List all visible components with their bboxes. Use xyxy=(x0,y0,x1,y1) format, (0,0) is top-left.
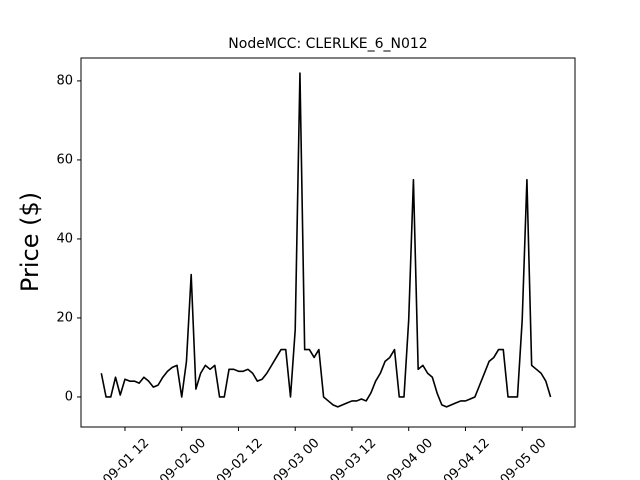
y-tick-label: 20 xyxy=(56,310,73,325)
x-tick-label: 09-04 12 xyxy=(441,436,493,480)
x-tick-label: 09-04 00 xyxy=(384,436,436,480)
y-tick-label: 60 xyxy=(56,152,73,167)
y-tick-label: 0 xyxy=(65,389,73,404)
y-tick-label: 40 xyxy=(56,231,73,246)
x-tick-label: 09-02 00 xyxy=(157,436,209,480)
x-tick-label: 09-01 12 xyxy=(100,436,152,480)
x-tick-label: 09-05 00 xyxy=(498,436,550,480)
x-tick-label: 09-03 12 xyxy=(327,436,379,480)
x-tick-label: 09-03 00 xyxy=(271,436,323,480)
price-line xyxy=(100,72,552,408)
x-tick-label: 09-02 12 xyxy=(214,436,266,480)
chart-title: NodeMCC: CLERLKE_6_N012 xyxy=(228,36,427,52)
y-axis-label: Price ($) xyxy=(16,192,44,292)
y-tick-label: 80 xyxy=(56,73,73,88)
axes-frame xyxy=(80,57,576,428)
